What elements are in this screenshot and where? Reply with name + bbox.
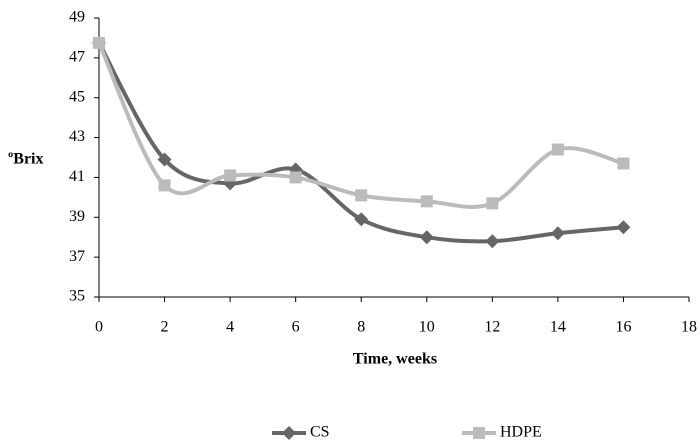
x-axis-title: Time, weeks — [353, 351, 437, 368]
y-tick-label: 45 — [69, 88, 85, 105]
data-point — [355, 189, 368, 202]
y-tick-label: 37 — [69, 248, 85, 265]
legend-marker — [473, 427, 485, 439]
legend-label: HDPE — [500, 424, 542, 440]
y-tick-label: 41 — [69, 168, 85, 185]
y-tick-label: 47 — [69, 49, 85, 66]
data-point — [354, 212, 369, 227]
x-tick-label: 14 — [550, 319, 566, 336]
legend-label: CS — [310, 424, 330, 440]
series-line — [97, 42, 624, 209]
x-tick-label: 0 — [95, 319, 103, 336]
data-point — [419, 230, 434, 245]
data-point — [486, 197, 499, 210]
data-point — [157, 152, 172, 167]
data-point — [617, 157, 630, 170]
y-tick-label: 43 — [69, 128, 85, 145]
data-point — [420, 195, 433, 208]
legend-marker — [282, 426, 296, 440]
x-tick-label: 2 — [161, 319, 169, 336]
data-point — [158, 179, 171, 192]
x-tick-label: 6 — [292, 319, 300, 336]
x-tick-label: 18 — [681, 319, 697, 336]
y-tick-label: 49 — [69, 9, 85, 26]
data-point — [485, 234, 500, 249]
data-point — [616, 220, 631, 235]
x-tick-label: 10 — [419, 319, 435, 336]
data-point — [224, 169, 237, 182]
data-point — [93, 36, 105, 49]
data-point — [289, 171, 302, 184]
x-tick-label: 4 — [226, 319, 234, 336]
data-point — [550, 226, 565, 241]
series-line — [97, 41, 624, 244]
y-axis-title: ºBrix — [8, 151, 44, 168]
y-tick-label: 39 — [69, 208, 85, 225]
y-tick-label: 35 — [69, 288, 85, 305]
x-tick-label: 12 — [484, 319, 500, 336]
x-tick-label: 8 — [357, 319, 365, 336]
x-tick-label: 16 — [615, 319, 631, 336]
data-point — [551, 143, 564, 156]
